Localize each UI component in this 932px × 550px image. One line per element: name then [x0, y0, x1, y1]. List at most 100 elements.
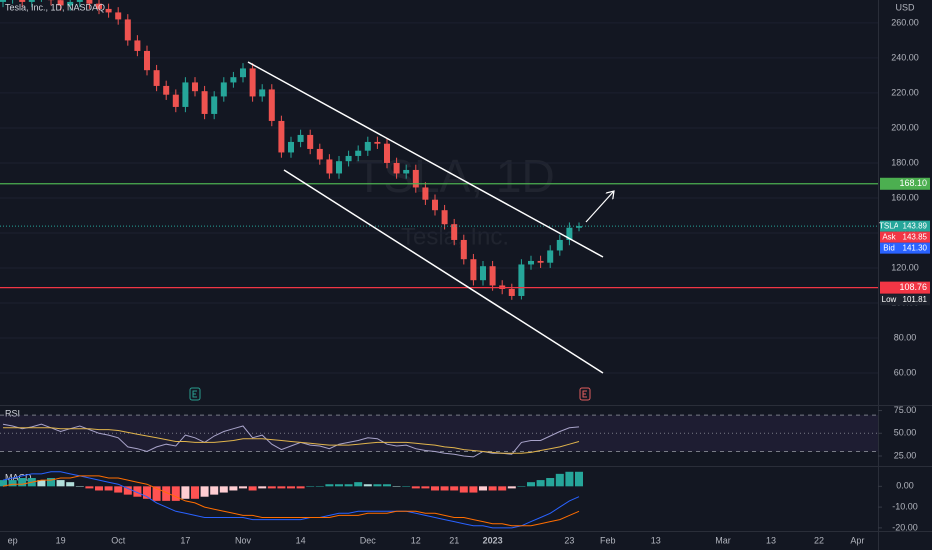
x-tick-label: 23: [564, 535, 574, 545]
indicator-line: [3, 427, 580, 454]
y-tick-label: 240.00: [891, 52, 919, 62]
candle-body: [86, 0, 93, 4]
x-tick-label: Feb: [600, 535, 616, 545]
macd-histogram-bar: [143, 486, 151, 499]
y-tick-label: 200.00: [891, 122, 919, 132]
macd-histogram-bar: [171, 486, 180, 501]
candle-body: [537, 260, 544, 263]
candle-body: [67, 1, 74, 6]
macd-histogram-bar: [18, 478, 27, 487]
earnings-icon[interactable]: [579, 387, 591, 401]
macd-histogram-bar: [392, 486, 401, 487]
candle-body: [240, 68, 246, 78]
drawings: [189, 61, 614, 401]
candle-body: [393, 162, 400, 174]
price-pane: [0, 0, 878, 374]
y-tick-label: 80.00: [894, 332, 917, 342]
price-label-name: Bid: [883, 243, 895, 252]
indicator-line: [2, 471, 580, 529]
candle-body: [432, 199, 438, 211]
macd-histogram-bar: [440, 486, 449, 491]
macd-histogram-bar: [498, 486, 507, 491]
macd-histogram-bar: [219, 486, 228, 493]
x-tick-label: Oct: [111, 535, 126, 545]
header: Tesla, Inc., 1D, NASDAQ: [5, 2, 105, 12]
y-tick-label: 180.00: [891, 157, 919, 167]
y-tick-label: -10.00: [892, 501, 918, 511]
price-label-value-box: [898, 294, 930, 306]
arrow: [585, 191, 614, 223]
x-tick-label: 13: [766, 535, 776, 545]
macd-histogram-bar: [258, 486, 267, 489]
candle-body: [153, 70, 160, 86]
candle-body: [403, 169, 410, 174]
earnings-icon[interactable]: [189, 387, 201, 401]
macd-histogram-bar: [191, 486, 199, 499]
macd-histogram-bar: [402, 486, 411, 487]
candle-body: [201, 91, 208, 114]
macd-histogram-bar: [8, 480, 17, 487]
macd-histogram-bar: [37, 480, 46, 487]
x-tick-label: 14: [296, 535, 306, 545]
channel-upper: [247, 61, 604, 258]
macd-histogram-bar: [315, 486, 324, 487]
macd-histogram-bar: [114, 486, 123, 493]
macd-histogram-bar: [575, 471, 583, 487]
candle-body: [220, 82, 227, 97]
y-tick-label: 75.00: [894, 405, 917, 415]
macd-histogram-bar: [421, 486, 430, 489]
price-label-value-box: [898, 231, 930, 243]
y-tick-label: 160.00: [891, 192, 919, 202]
candle-body: [96, 3, 102, 9]
macd-histogram-bar: [344, 484, 353, 487]
price-label-value: 143.89: [903, 221, 928, 230]
candle-body: [163, 85, 170, 95]
x-tick-label: ep: [8, 535, 18, 545]
macd-histogram-bar: [354, 482, 363, 487]
candle-body: [480, 266, 486, 281]
x-tick-label: 2023: [483, 535, 503, 545]
candle-body: [76, 0, 83, 2]
x-tick-label: 22: [814, 535, 824, 545]
candle-body: [0, 0, 6, 2]
candle-body: [355, 150, 362, 156]
level-label: 168.10: [899, 178, 927, 188]
level-label-box: [880, 281, 930, 294]
candle-body: [556, 239, 563, 251]
macd-histogram-bar: [536, 480, 545, 487]
macd-histogram-bar: [479, 486, 487, 491]
candle-body: [316, 148, 323, 160]
macd-histogram-bar: [287, 486, 295, 489]
price-label-name-box: [880, 231, 898, 243]
candle-body: [326, 159, 333, 174]
price-label-name: Low: [882, 295, 897, 304]
macd-histogram-bar: [517, 486, 526, 487]
earnings-icon-glyph: [192, 390, 197, 398]
candle-body: [547, 250, 554, 263]
macd-histogram-bar: [546, 478, 555, 487]
macd-histogram-bar: [267, 486, 276, 489]
macd-histogram-bar: [133, 486, 142, 497]
candle-body: [489, 266, 496, 286]
macd-histogram-bar: [200, 486, 209, 497]
x-tick-label: Apr: [850, 535, 864, 545]
x-tick-label: 21: [449, 535, 459, 545]
macd-histogram-bar: [488, 486, 497, 491]
candle-body: [422, 187, 429, 200]
candle-body: [249, 68, 256, 97]
candle-body: [345, 155, 352, 162]
y-tick-label: 120.00: [891, 262, 919, 272]
macd-histogram-bar: [565, 471, 574, 487]
candle-body: [57, 0, 64, 6]
candle-body: [278, 120, 285, 153]
macd-histogram-bar: [152, 486, 161, 501]
candle-body: [288, 141, 294, 153]
earnings-icon-glyph: [582, 390, 587, 398]
x-tick-label: 13: [651, 535, 661, 545]
macd-histogram-bar: [85, 486, 94, 489]
candle-body: [144, 50, 150, 71]
candle-body: [384, 143, 390, 163]
currency: USD: [895, 2, 915, 12]
x-tick-label: 17: [180, 535, 190, 545]
